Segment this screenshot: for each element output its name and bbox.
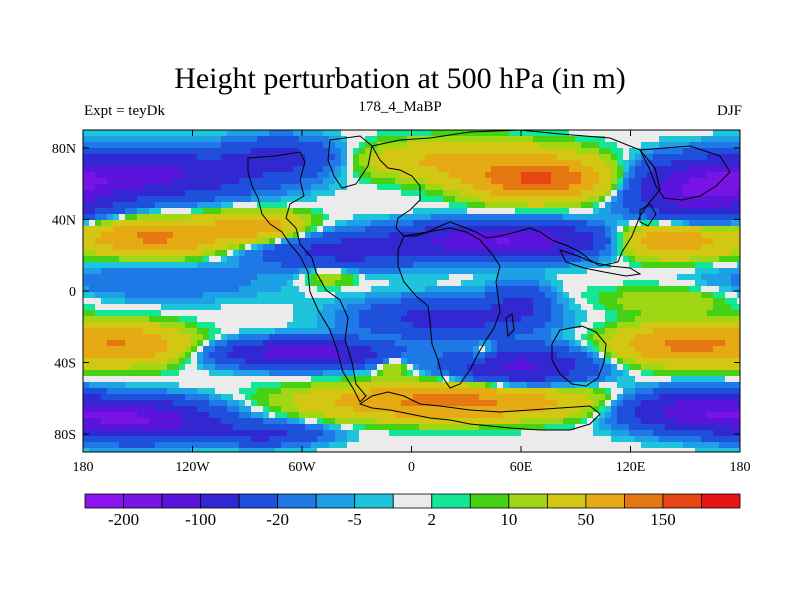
plot-title: Height perturbation at 500 hPa (in m) [174, 62, 626, 95]
lon-tick-label: 180 [730, 460, 751, 475]
lon-tick-label: 120E [616, 460, 646, 475]
coastline-madagascar [505, 313, 515, 338]
lat-tick-label: 40N [52, 213, 76, 228]
coastline-australia [551, 325, 607, 387]
colorbar-box [277, 493, 317, 509]
lat-tick-label: 80S [54, 428, 76, 443]
colorbar-box [701, 493, 741, 509]
period-label: 178_4_MaBP [358, 99, 442, 115]
colorbar-box [238, 493, 279, 509]
lat-tick-label: 80N [52, 142, 76, 157]
coastline-east-siberia [639, 145, 731, 201]
colorbar-box [431, 493, 471, 509]
lon-tick-label: 120W [175, 460, 210, 475]
colorbar-box [315, 493, 356, 509]
colorbar-label: -5 [348, 510, 362, 529]
contour-field [83, 130, 741, 453]
colorbar-box [200, 493, 240, 509]
colorbar-label: 2 [428, 510, 437, 529]
coastline-africa [397, 227, 501, 389]
colorbar-label: 150 [650, 510, 676, 529]
experiment-label: Expt = teyDk [84, 103, 165, 119]
coastline-japan [639, 203, 657, 227]
season-label: DJF [716, 103, 742, 119]
colorbar-label: 50 [577, 510, 594, 529]
lon-tick-label: 180 [73, 460, 94, 475]
colorbar-box [354, 493, 394, 509]
colorbar-box [123, 493, 163, 509]
colorbar-label: -200 [108, 510, 139, 529]
lon-tick-label: 0 [408, 460, 415, 475]
axes: 180 120W 60W 0 60E 120E 180 80N 40N 0 40S 80S [52, 130, 751, 475]
colorbar-box [161, 493, 201, 509]
lon-tick-label: 60W [288, 460, 316, 475]
colorbar: -200 -100 -20 -5 2 10 50 150 [84, 493, 741, 529]
lon-tick-label: 60E [510, 460, 533, 475]
colorbar-label: 10 [500, 510, 517, 529]
colorbar-box [84, 493, 124, 509]
colorbar-box [662, 493, 702, 509]
colorbar-label: -100 [185, 510, 216, 529]
coastline-eurasia [371, 129, 661, 267]
colorbar-box [469, 493, 510, 509]
colorbar-box [546, 493, 587, 509]
lat-tick-label: 0 [69, 285, 76, 300]
coastline-americas [247, 151, 367, 403]
colorbar-label: -20 [266, 510, 289, 529]
colorbar-box [508, 493, 548, 509]
coastline-antarctica [358, 391, 601, 431]
colorbar-box [392, 493, 433, 509]
colorbar-box [585, 493, 625, 509]
coastlines [247, 129, 731, 431]
lat-tick-label: 40S [54, 357, 76, 372]
coastline-greenland [327, 135, 373, 189]
coastline-se-asia [559, 249, 642, 277]
colorbar-box [624, 493, 664, 509]
